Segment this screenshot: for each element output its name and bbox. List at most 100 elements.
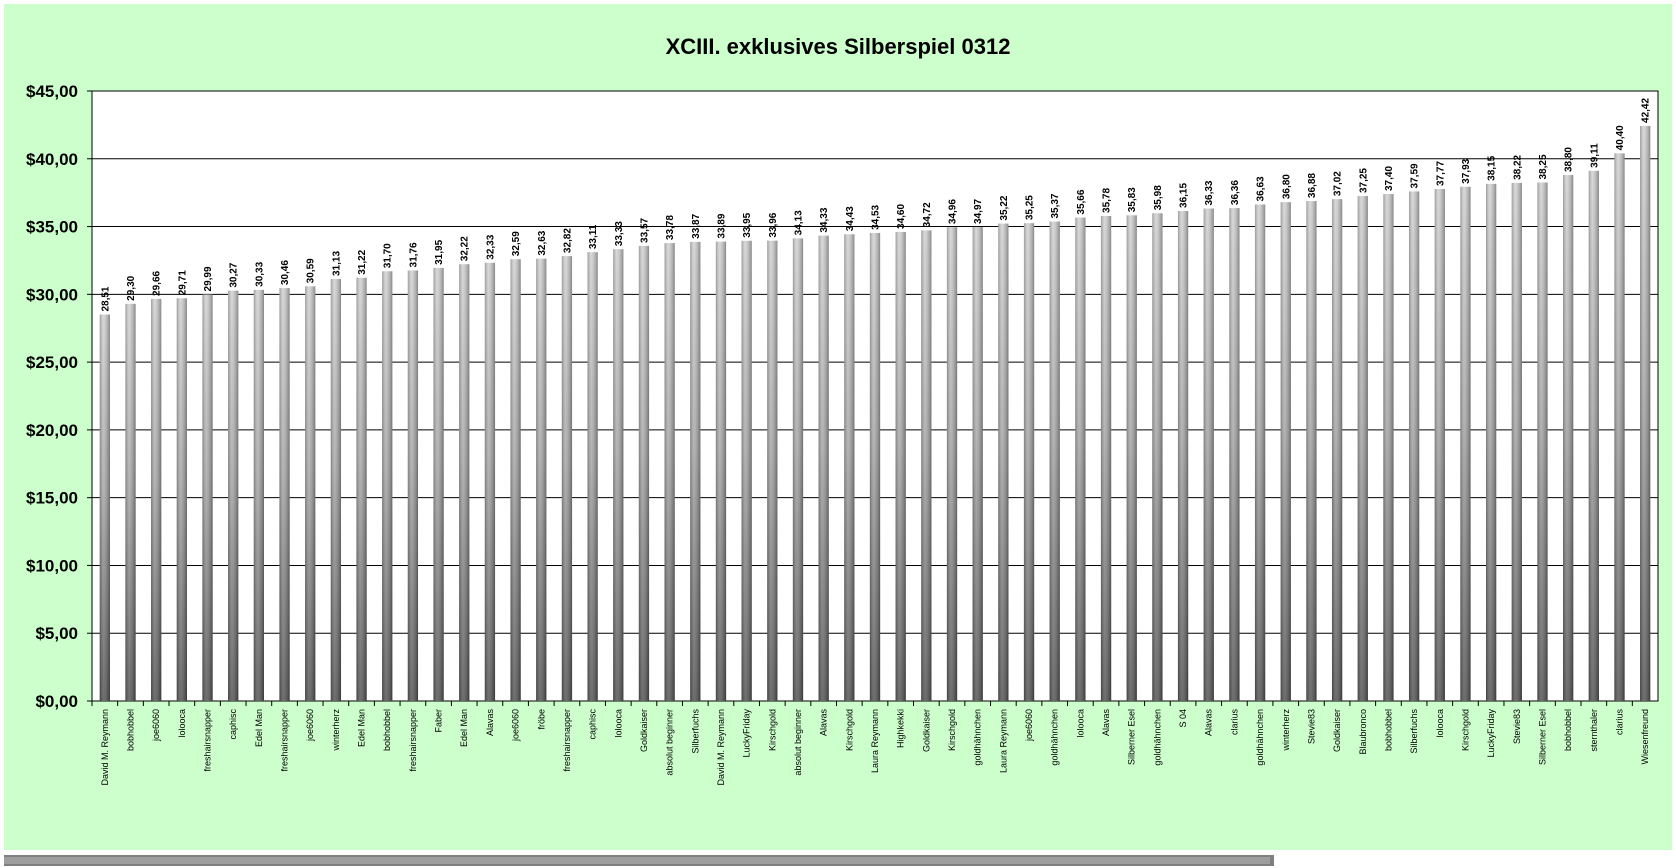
x-tick-label: absolut beginner xyxy=(665,709,675,776)
horizontal-scrollbar[interactable] xyxy=(4,855,1274,866)
bar-shading xyxy=(1177,210,1189,701)
bar-shading xyxy=(1100,215,1112,701)
bar-shading xyxy=(1460,186,1471,702)
data-label: 39,11 xyxy=(1589,143,1600,168)
bar-shading xyxy=(484,262,496,701)
x-tick-label: goldhähnchen xyxy=(1152,709,1162,766)
x-tick-label: freshairsnapper xyxy=(408,709,418,772)
x-tick-label: bobhobbel xyxy=(382,709,392,751)
chart-title: XCIII. exklusives Silberspiel 0312 xyxy=(665,34,1011,59)
x-axis: David M. Reymann bobhobbel joe6060 lolooca f… xyxy=(91,701,1650,786)
data-label: 32,82 xyxy=(562,228,573,253)
x-tick-label: lolooca xyxy=(1435,709,1445,738)
data-label: 32,63 xyxy=(537,230,548,255)
bar-shading xyxy=(792,238,804,702)
y-tick-label: $10,00 xyxy=(26,556,78,575)
bar-shading xyxy=(1640,125,1651,702)
data-label: 36,63 xyxy=(1256,176,1267,201)
data-label: 29,30 xyxy=(126,275,137,300)
bar-shading xyxy=(1203,208,1214,701)
data-label: 31,22 xyxy=(357,249,368,274)
data-label: 34,97 xyxy=(973,198,984,223)
bar-shading xyxy=(613,249,624,701)
bar-shading xyxy=(1485,183,1497,701)
bar-shading xyxy=(638,245,650,701)
x-tick-label: Edel Man xyxy=(459,709,469,747)
bar-shading xyxy=(1614,153,1625,701)
data-label: 34,13 xyxy=(793,210,804,235)
x-tick-label: Kirschgold xyxy=(844,709,854,751)
data-label: 36,15 xyxy=(1179,183,1190,208)
scrollbar-thumb[interactable] xyxy=(4,857,1270,864)
bar-shading xyxy=(1563,175,1574,702)
x-tick-label: goldhähnchen xyxy=(973,709,983,766)
bar-shading xyxy=(151,298,162,701)
bar-shading xyxy=(1229,208,1240,701)
bar-shading xyxy=(895,231,906,701)
data-label: 30,59 xyxy=(306,258,317,283)
x-tick-label: Alavas xyxy=(1101,709,1111,737)
data-label: 36,80 xyxy=(1281,174,1292,199)
x-tick-label: bobhobbel xyxy=(126,709,136,751)
data-label: 34,53 xyxy=(871,204,882,229)
bar-shading xyxy=(1280,202,1291,701)
x-tick-label: winterherz xyxy=(331,709,341,752)
bar-shading xyxy=(536,258,547,701)
x-tick-label: Highkekki xyxy=(896,709,906,748)
data-label: 42,42 xyxy=(1641,98,1652,123)
data-label: 30,33 xyxy=(254,261,265,286)
bar-shading xyxy=(228,290,239,701)
bar-shading xyxy=(561,256,573,701)
y-tick-label: $0,00 xyxy=(35,692,78,711)
y-tick-label: $25,00 xyxy=(26,353,78,372)
bar-shading xyxy=(1306,201,1317,701)
bar-shading xyxy=(767,240,778,702)
data-label: 35,25 xyxy=(1025,195,1036,220)
bar-shading xyxy=(1331,199,1343,701)
y-tick-label: $5,00 xyxy=(35,624,78,643)
bar-shading xyxy=(433,267,444,701)
chart-area: XCIII. exklusives Silberspiel 0312 $0,00… xyxy=(4,4,1672,850)
x-tick-label: Goldkaiser xyxy=(921,709,931,752)
bar-shading xyxy=(1588,170,1599,701)
data-label: 32,22 xyxy=(460,236,471,261)
bar-shading xyxy=(1049,221,1060,702)
data-label: 33,87 xyxy=(691,213,702,238)
x-tick-label: joe6060 xyxy=(511,709,521,742)
bar-shading xyxy=(382,271,393,701)
data-label: 31,13 xyxy=(331,251,342,276)
x-tick-label: Stevie83 xyxy=(1512,709,1522,744)
x-tick-label: clarius xyxy=(1229,709,1239,736)
data-label: 34,96 xyxy=(948,199,959,224)
y-tick-label: $35,00 xyxy=(26,218,78,237)
bar-shading xyxy=(305,286,316,701)
bar-shading xyxy=(279,288,290,701)
x-tick-label: sternthaler xyxy=(1589,709,1599,752)
x-tick-label: bobhobbel xyxy=(1383,709,1393,751)
data-label: 35,22 xyxy=(999,195,1010,220)
bar-shading xyxy=(818,235,829,702)
data-label: 32,59 xyxy=(511,231,522,256)
bar-shading xyxy=(459,264,470,701)
data-label: 34,33 xyxy=(819,207,830,232)
x-tick-label: Faber xyxy=(434,709,444,733)
data-label: 38,15 xyxy=(1487,155,1498,180)
value-labels: 28,51 29,30 29,66 29,71 29,99 30,27 30,33 30,46… xyxy=(100,98,1651,312)
bar-shading xyxy=(330,279,342,701)
bar-shading xyxy=(1408,191,1420,702)
data-label: 35,78 xyxy=(1102,188,1113,213)
x-tick-label: Laura Reymann xyxy=(870,709,880,773)
data-label: 31,95 xyxy=(434,239,445,264)
bar-shading xyxy=(1537,182,1548,701)
data-label: 28,51 xyxy=(100,286,111,311)
data-label: 33,78 xyxy=(665,215,676,240)
data-label: 37,59 xyxy=(1410,163,1421,188)
x-tick-label: S 04 xyxy=(1178,709,1188,728)
y-tick-label: $30,00 xyxy=(26,285,78,304)
bar-shading xyxy=(1254,204,1266,701)
x-tick-label: freshairsnapper xyxy=(562,709,572,772)
data-label: 29,99 xyxy=(203,266,214,291)
data-label: 33,57 xyxy=(639,217,650,242)
data-label: 38,80 xyxy=(1564,147,1575,172)
x-tick-label: Alavas xyxy=(1204,709,1214,737)
